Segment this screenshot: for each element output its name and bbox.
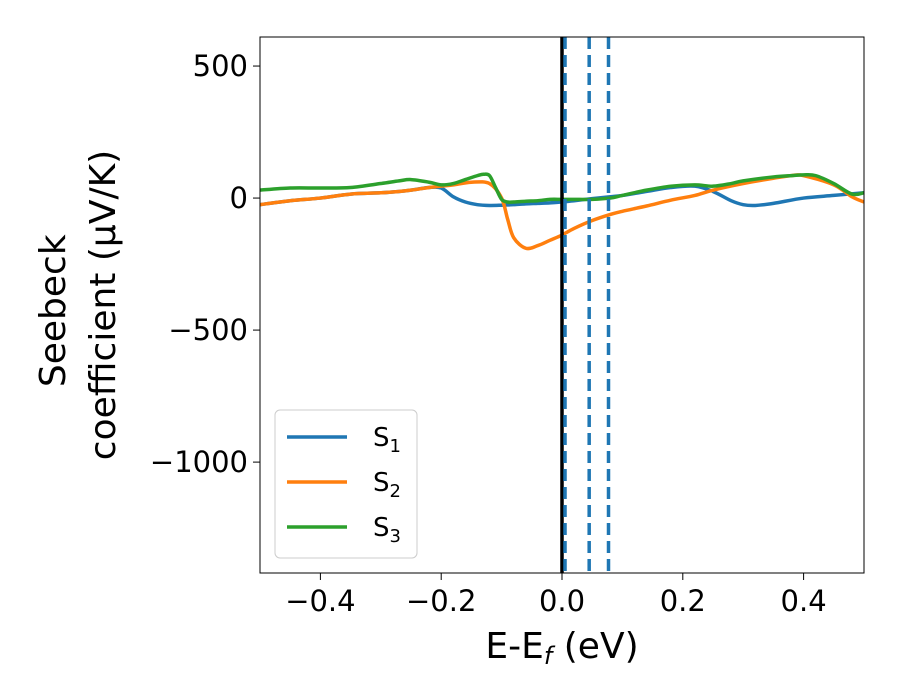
- y-tick-label: 0: [230, 181, 248, 215]
- y-tick-label: −500: [168, 313, 248, 347]
- y-axis-title-line1: Seebeck: [33, 234, 74, 387]
- x-tick-label: −0.2: [406, 584, 476, 618]
- x-tick-label: −0.4: [285, 584, 355, 618]
- x-tick-label: 0.4: [781, 584, 827, 618]
- y-axis-title: Seebeck coefficient (μV/K): [33, 150, 124, 460]
- y-axis-ticks: 500 0 −500 −1000: [150, 49, 260, 479]
- y-tick-label: 500: [193, 49, 248, 83]
- legend-box: [274, 409, 418, 559]
- x-axis-title-main: E-E: [485, 626, 543, 667]
- legend: S1 S2 S3: [274, 409, 418, 559]
- y-tick-label: −1000: [150, 445, 248, 479]
- x-tick-label: 0.2: [660, 584, 706, 618]
- legend-label-s2: S2: [373, 468, 401, 502]
- vertical-lines-layer: [560, 37, 611, 573]
- y-axis-title-line2: coefficient (μV/K): [83, 150, 124, 460]
- series-line-s3: [260, 172, 864, 204]
- x-axis-title-unit: (eV): [552, 626, 638, 667]
- series-line-s2: [260, 173, 864, 251]
- legend-label-s1: S1: [373, 423, 401, 457]
- series-layer: [260, 172, 864, 251]
- legend-label-s3: S3: [373, 513, 401, 547]
- x-axis-title: E-Ef (eV): [485, 626, 638, 670]
- x-axis-ticks: −0.4 −0.2 0.0 0.2 0.4: [285, 573, 827, 618]
- x-tick-label: 0.0: [539, 584, 585, 618]
